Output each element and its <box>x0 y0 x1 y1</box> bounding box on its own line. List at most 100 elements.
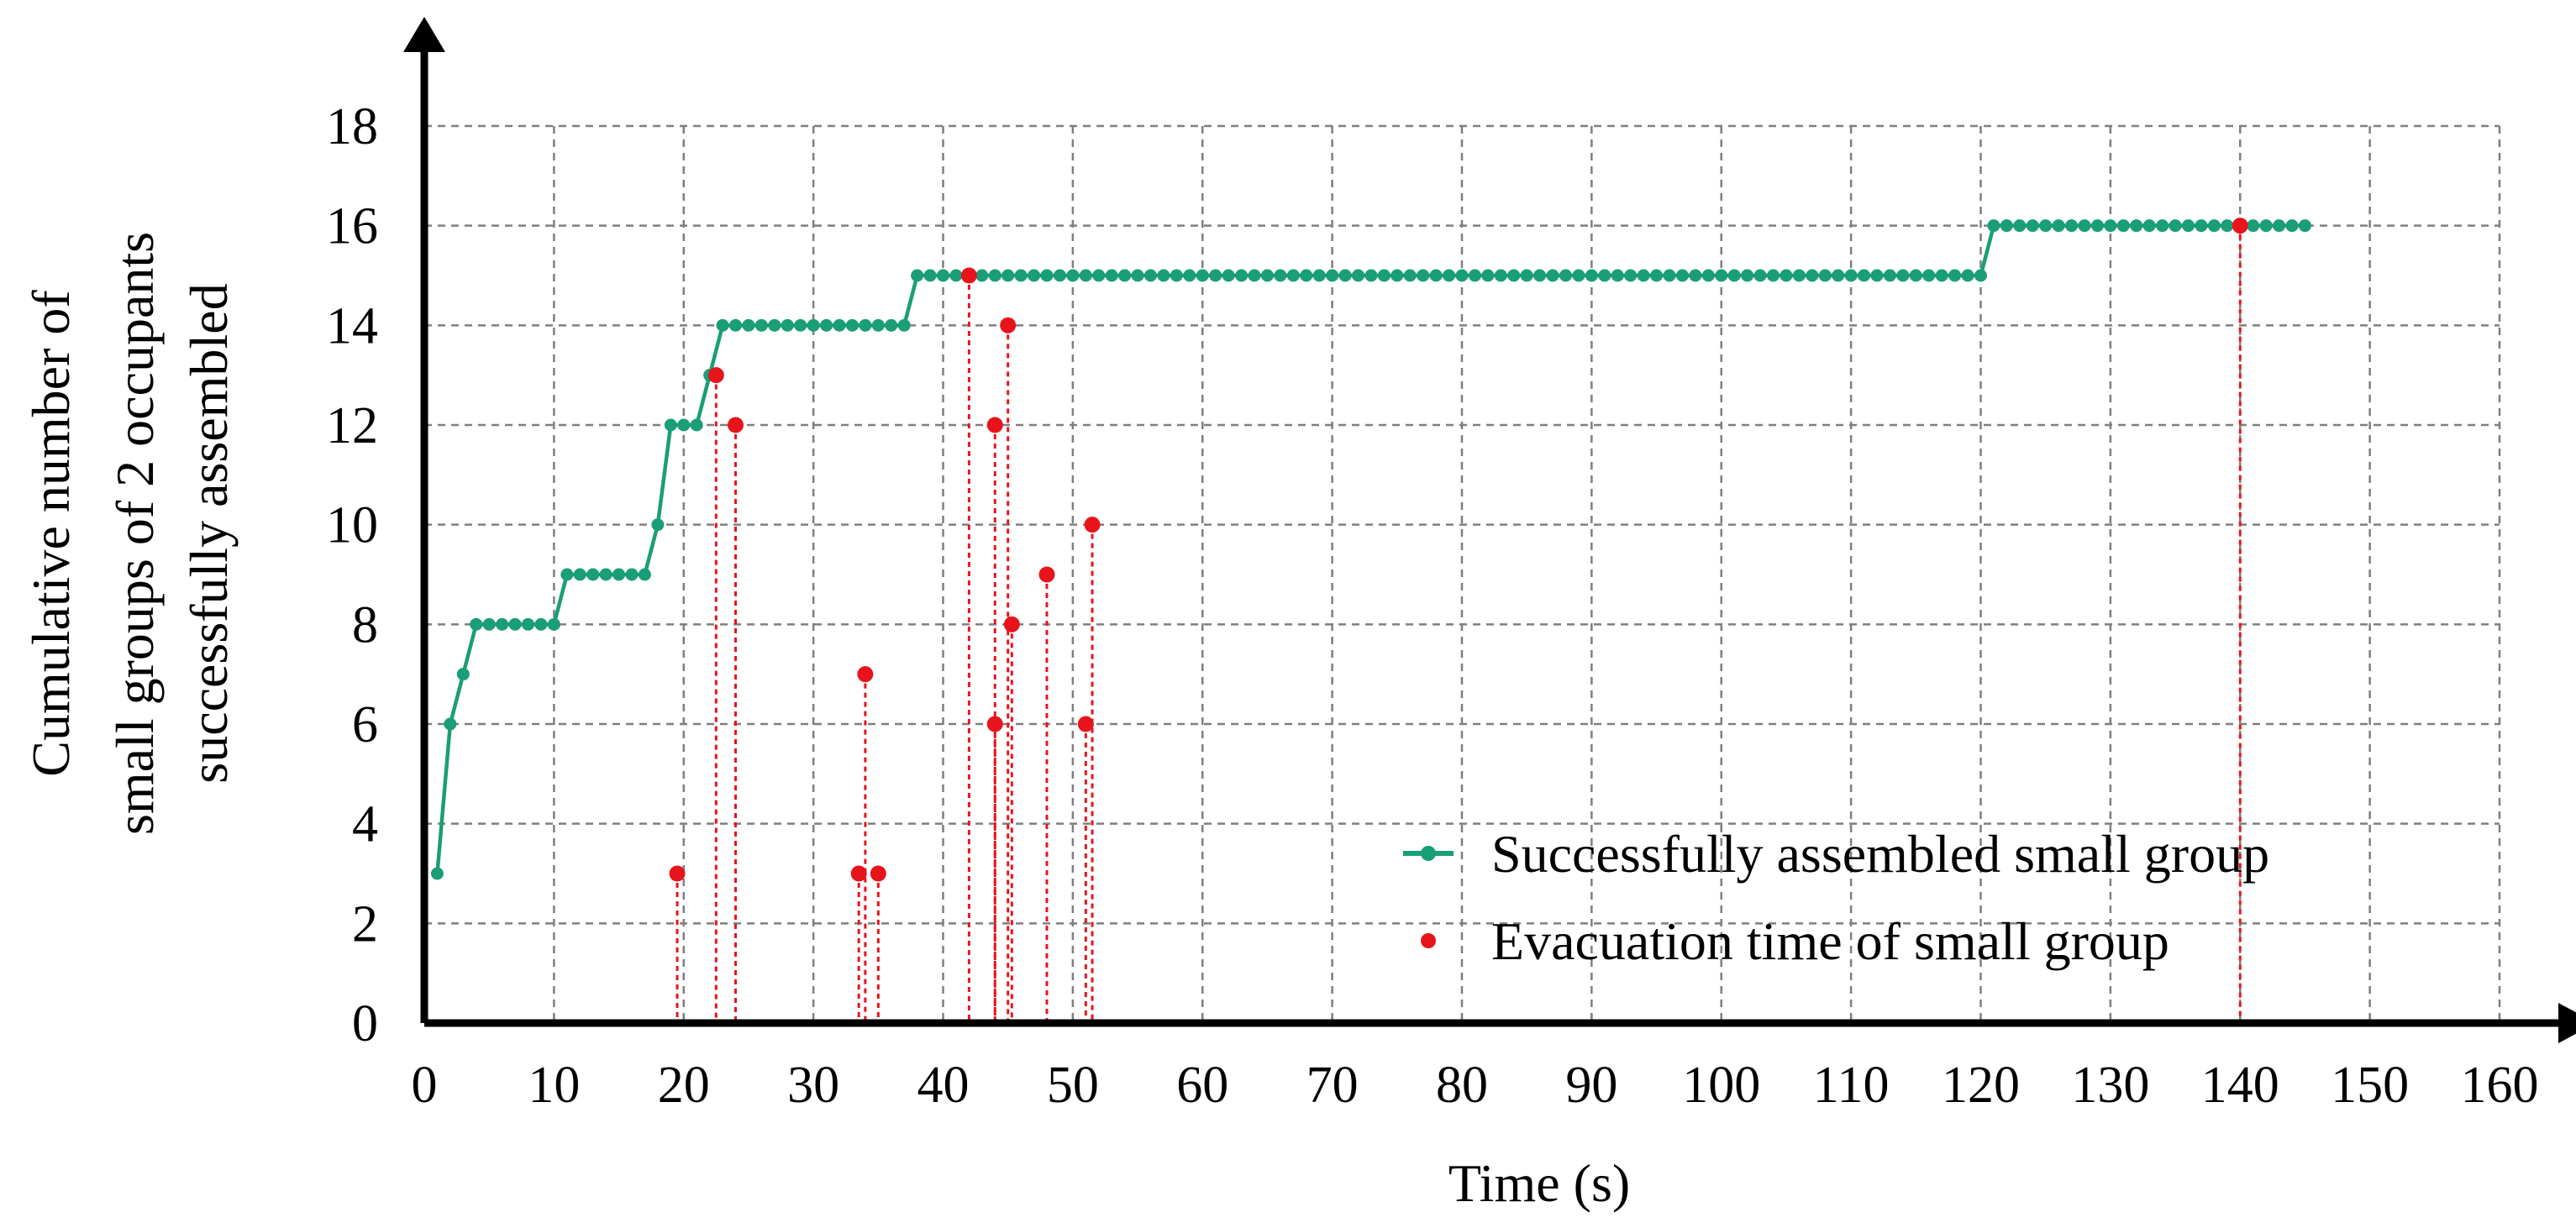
assembled-point <box>949 269 963 282</box>
assembled-point <box>2090 219 2104 233</box>
assembled-point <box>573 568 586 581</box>
assembled-point <box>2130 219 2143 233</box>
x-tick-label: 120 <box>1942 1057 2020 1114</box>
assembled-point <box>2285 219 2299 233</box>
assembled-point <box>871 318 885 332</box>
assembled-point <box>1248 269 1261 282</box>
assembled-point <box>1429 269 1443 282</box>
legend-assembled-label: Successfully assembled small group <box>1491 824 2269 884</box>
assembled-point <box>1844 269 1858 282</box>
assembled-point <box>560 568 574 581</box>
assembled-point <box>638 568 651 581</box>
assembled-point <box>1481 269 1495 282</box>
assembled-point <box>1403 269 1417 282</box>
assembled-point <box>781 318 794 332</box>
x-tick-label: 70 <box>1306 1057 1359 1114</box>
assembled-point <box>1715 269 1728 282</box>
assembled-point <box>1832 269 1845 282</box>
assembled-point <box>1701 269 1715 282</box>
y-tick-label: 6 <box>352 696 378 753</box>
assembled-point <box>716 318 729 332</box>
assembled-point <box>534 617 548 631</box>
assembled-point <box>1507 269 1521 282</box>
assembled-point <box>1572 269 1585 282</box>
assembled-point <box>2259 219 2273 233</box>
y-axis-arrow <box>403 17 445 52</box>
evacuation-point <box>2232 218 2248 234</box>
assembled-point <box>1417 269 1430 282</box>
assembled-point <box>1546 269 1559 282</box>
y-tick-label: 8 <box>352 596 378 653</box>
assembled-point <box>754 318 768 332</box>
assembled-point <box>1286 269 1300 282</box>
assembled-point <box>1637 269 1650 282</box>
assembled-point <box>833 318 846 332</box>
x-tick-label: 80 <box>1436 1057 1488 1114</box>
x-tick-label: 50 <box>1047 1057 1099 1114</box>
assembled-point <box>1611 269 1624 282</box>
assembled-point <box>1352 269 1364 282</box>
assembled-point <box>1598 269 1611 282</box>
assembled-point <box>1455 269 1469 282</box>
assembled-point <box>1040 269 1054 282</box>
assembled-point <box>1157 269 1170 282</box>
assembled-point <box>1883 269 1896 282</box>
assembled-point <box>1767 269 1780 282</box>
assembled-point <box>1170 269 1183 282</box>
assembled-point <box>482 617 496 631</box>
assembled-point <box>807 318 820 332</box>
assembled-point <box>1222 269 1235 282</box>
assembled-point <box>1014 269 1028 282</box>
assembled-point <box>975 269 989 282</box>
assembled-point <box>522 617 534 631</box>
assembled-point <box>2207 219 2221 233</box>
assembled-point <box>988 269 1001 282</box>
assembled-point <box>2013 219 2027 233</box>
assembled-point <box>2195 219 2208 233</box>
assembled-point <box>1443 269 1456 282</box>
assembled-point <box>768 318 781 332</box>
assembled-point <box>729 318 742 332</box>
assembled-point <box>612 568 626 581</box>
assembled-point <box>1806 269 1819 282</box>
y-axis-title-line-2: small groups of 2 occupants <box>105 232 165 835</box>
evacuation-point <box>850 865 867 882</box>
assembled-point <box>1326 269 1339 282</box>
assembled-point <box>1274 269 1287 282</box>
assembled-point <box>845 318 859 332</box>
assembled-point <box>1935 269 1948 282</box>
assembled-point <box>911 269 924 282</box>
x-axis-arrow <box>2558 1003 2576 1043</box>
assembled-point <box>496 617 509 631</box>
assembled-point <box>1675 269 1689 282</box>
assembled-point <box>664 418 677 432</box>
evacuation-point <box>728 417 744 433</box>
assembled-point <box>937 269 949 282</box>
assembled-point <box>677 418 691 432</box>
legend-evacuation-marker <box>1421 933 1436 948</box>
evacuation-point <box>669 865 686 882</box>
assembled-point <box>1001 269 1015 282</box>
x-tick-label: 100 <box>1682 1057 1760 1114</box>
assembled-point <box>2221 219 2234 233</box>
assembled-point <box>2026 219 2039 233</box>
assembled-point <box>2298 219 2311 233</box>
evacuation-point <box>1003 616 1020 632</box>
assembled-point <box>508 617 522 631</box>
assembled-point <box>1909 269 1922 282</box>
assembled-point <box>1260 269 1274 282</box>
assembled-point <box>599 568 612 581</box>
evacuation-points <box>669 218 2248 882</box>
assembled-point <box>1131 269 1144 282</box>
assembled-point <box>1961 269 1974 282</box>
assembled-point <box>1520 269 1533 282</box>
assembled-point <box>1196 269 1209 282</box>
x-tick-label: 140 <box>2201 1057 2279 1114</box>
x-axis-title: Time (s) <box>1448 1153 1630 1213</box>
assembled-point <box>897 318 911 332</box>
legend-assembled-marker <box>1421 846 1436 861</box>
assembled-point <box>1028 269 1041 282</box>
x-tick-label: 20 <box>658 1057 710 1114</box>
y-tick-label: 16 <box>326 198 378 255</box>
assembled-point <box>1468 269 1481 282</box>
